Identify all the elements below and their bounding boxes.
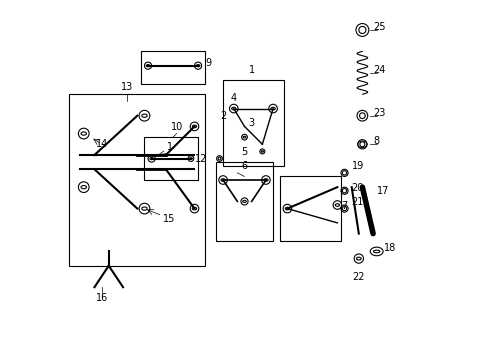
Bar [223,80,283,166]
Text: 3: 3 [248,118,254,129]
Bar [216,162,272,241]
Text: 12: 12 [195,154,207,164]
Text: 1: 1 [166,141,173,152]
Text: 16: 16 [95,293,107,303]
Text: 17: 17 [376,186,388,196]
Text: 21: 21 [351,197,363,207]
Text: 25: 25 [372,22,385,32]
Text: 4: 4 [230,93,236,103]
Text: 19: 19 [351,161,363,171]
Text: 23: 23 [372,108,385,118]
Bar [141,51,205,84]
Text: 6: 6 [241,161,247,171]
Text: 20: 20 [351,183,363,193]
Text: 2: 2 [220,111,226,121]
Text: 8: 8 [372,136,379,146]
Text: 5: 5 [241,147,247,157]
Text: 15: 15 [163,214,175,224]
Text: 10: 10 [170,122,183,132]
Bar [69,94,205,266]
Text: 22: 22 [352,272,365,282]
Text: 1: 1 [248,65,254,75]
Text: 24: 24 [372,65,385,75]
Text: 18: 18 [383,243,395,253]
Text: 14: 14 [95,139,107,149]
Text: 7: 7 [340,201,346,211]
Bar [144,137,198,180]
Bar [280,176,340,241]
Text: 13: 13 [120,82,132,92]
Text: 9: 9 [205,58,211,68]
